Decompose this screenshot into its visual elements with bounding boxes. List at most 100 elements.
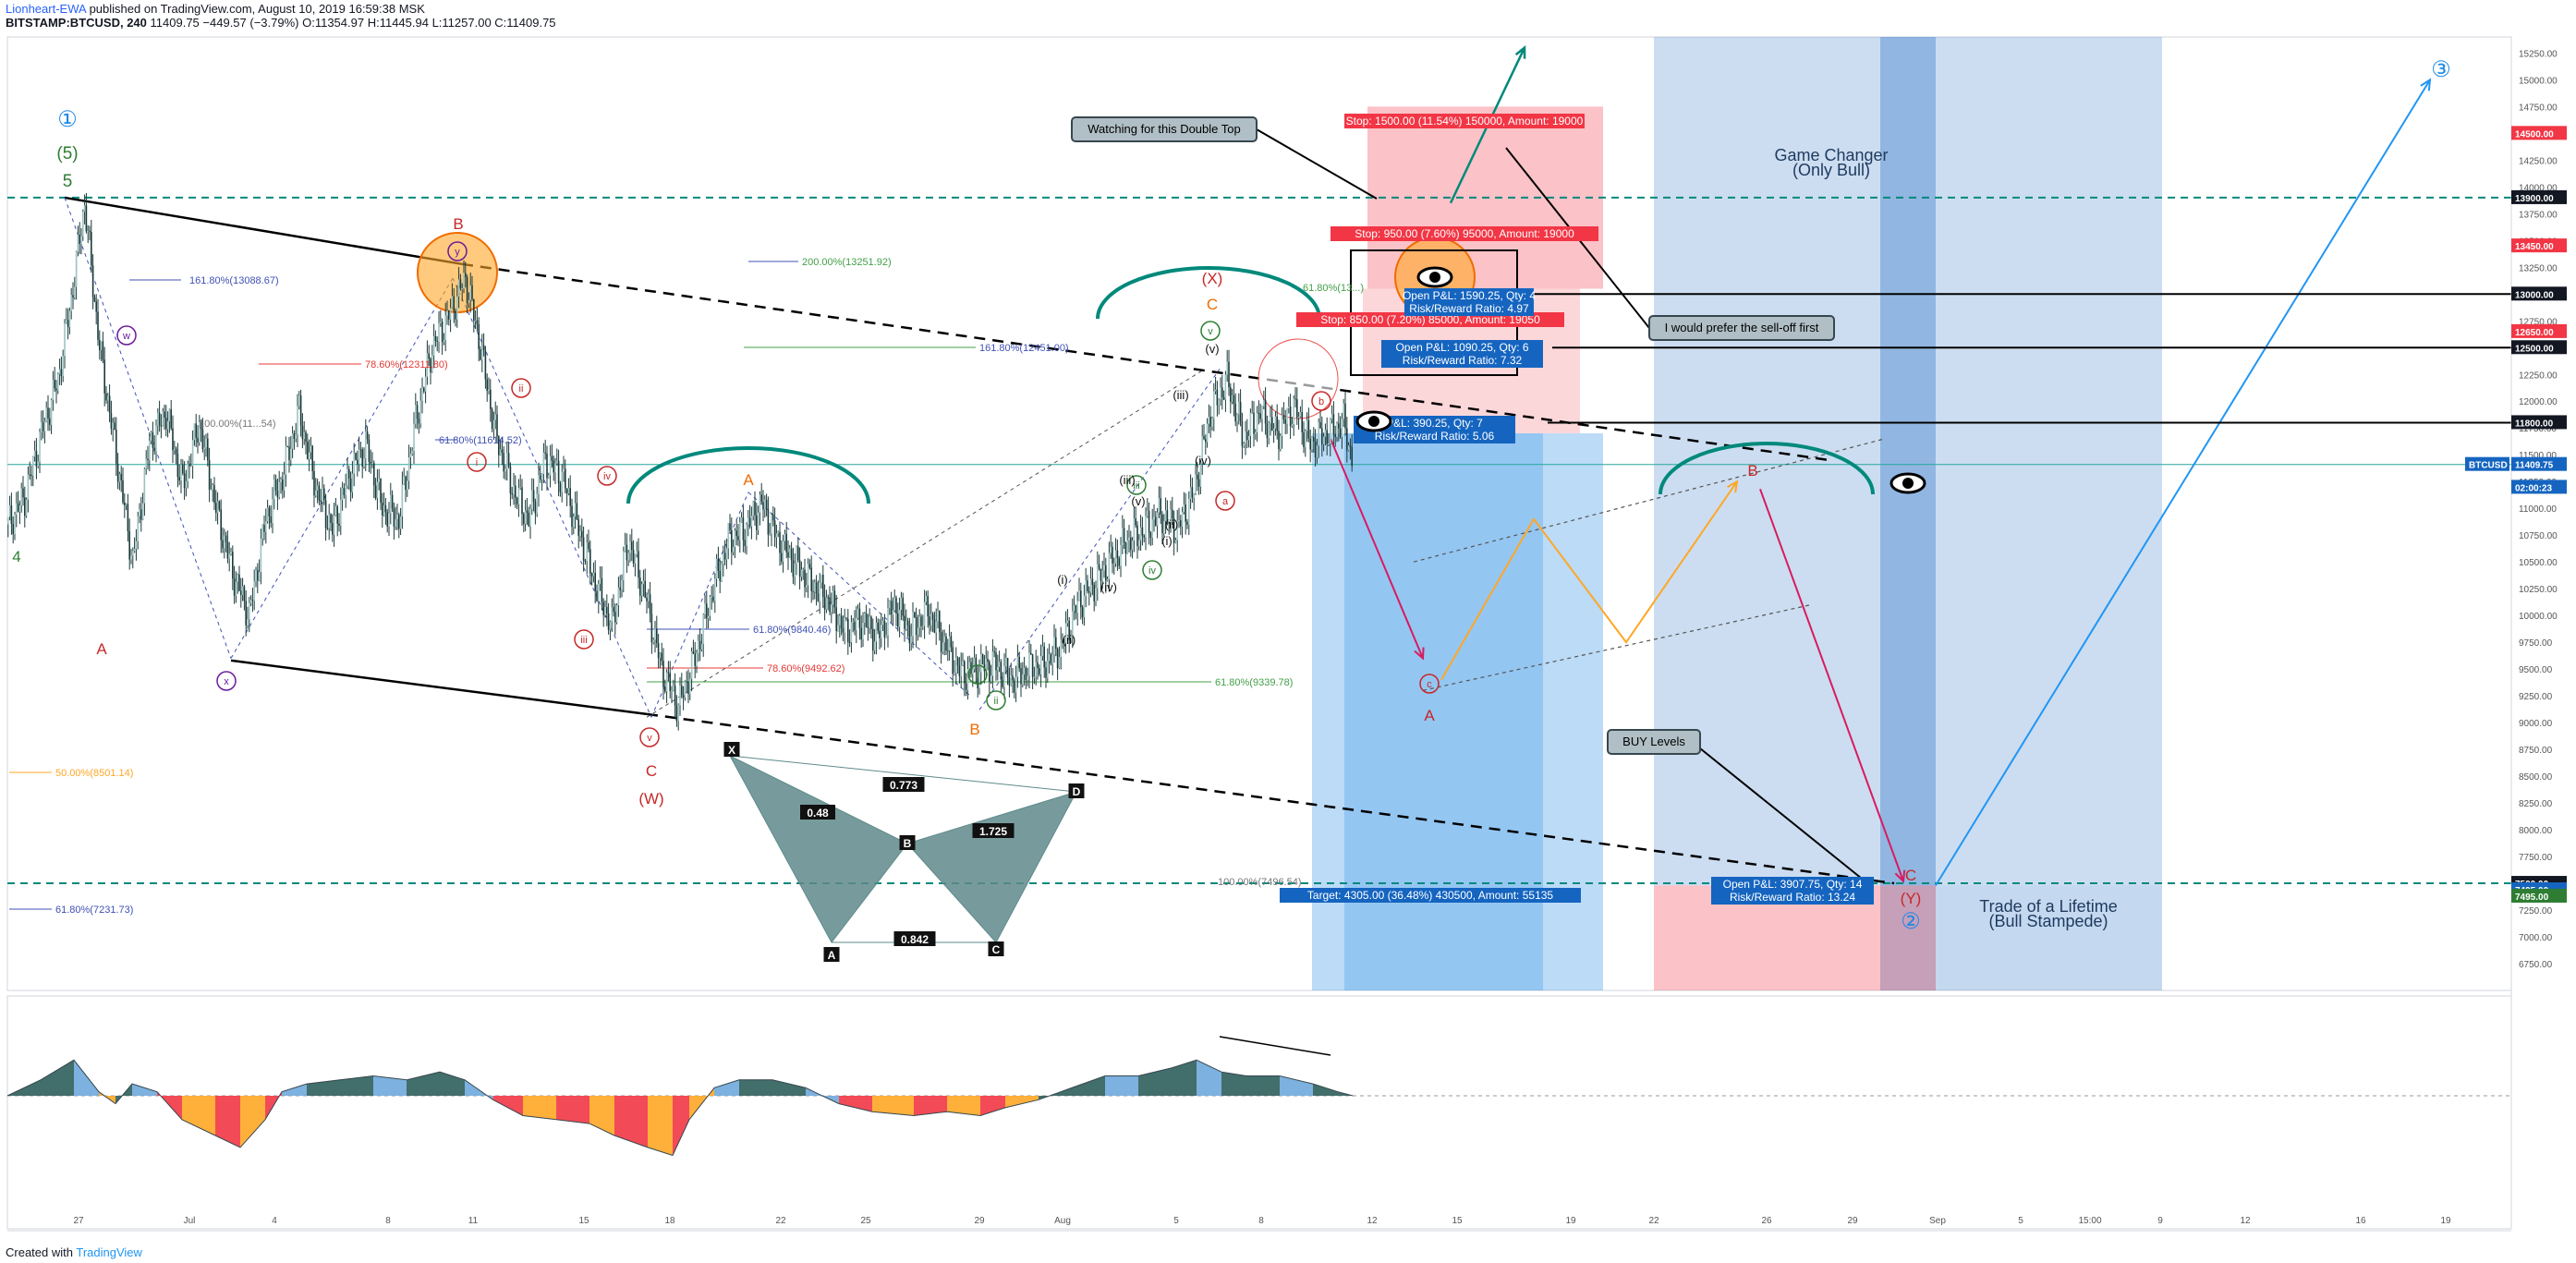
- candle-body: [473, 298, 475, 322]
- candle-body: [1228, 361, 1230, 388]
- tradingview-logo[interactable]: TradingView: [76, 1245, 142, 1259]
- candle-body: [1005, 658, 1007, 666]
- candle-body: [172, 428, 174, 451]
- wave-x-small: x: [224, 676, 229, 687]
- eye-icon-pupil: [1429, 272, 1440, 283]
- candle-body: [47, 407, 49, 419]
- candle-body: [519, 487, 521, 489]
- candle-body: [615, 605, 618, 623]
- candle-body: [260, 538, 262, 573]
- candle-body: [135, 540, 138, 550]
- published-text: published on TradingView.com, August 10,…: [89, 2, 425, 16]
- candle-body: [486, 379, 488, 391]
- candle-body: [251, 599, 254, 601]
- wave-5-paren: (5): [56, 144, 78, 164]
- candle-body: [1246, 431, 1248, 441]
- candle-body: [253, 580, 255, 601]
- candle-body: [224, 535, 225, 549]
- candle-body: [1349, 445, 1352, 447]
- candle-body: [654, 628, 656, 640]
- candle-body: [627, 553, 629, 561]
- candle-body: [769, 533, 771, 535]
- candle-body: [100, 341, 103, 351]
- wave-ii-1-ring: [511, 378, 531, 398]
- candle-body: [426, 353, 429, 377]
- candle-body: [644, 580, 646, 598]
- osc-line: [6, 1059, 1354, 1157]
- wave-v-2-ring: [1200, 321, 1221, 341]
- candle-body: [128, 530, 130, 560]
- candle-body: [822, 575, 824, 598]
- note-pointer-3: [1699, 747, 1867, 883]
- candle-body: [948, 636, 951, 651]
- candle-body: [887, 608, 889, 636]
- candle-body: [536, 493, 538, 514]
- candle-body: [183, 473, 186, 489]
- candle-body: [554, 463, 556, 473]
- candle-body: [241, 586, 244, 596]
- candle-body: [72, 295, 74, 298]
- candle-body: [7, 516, 9, 525]
- candle-body: [677, 705, 679, 722]
- candle-body: [1064, 623, 1067, 643]
- candle-body: [145, 458, 147, 469]
- candle-body: [594, 572, 596, 591]
- wave-c-1: C: [646, 762, 657, 780]
- candle-body: [1114, 550, 1117, 564]
- candle-body: [607, 613, 610, 630]
- fib-label-4: 200.00%(13251.92): [802, 257, 892, 268]
- candle-body: [523, 514, 525, 525]
- candle-body: [945, 636, 947, 651]
- candle-body: [642, 580, 645, 585]
- candle-body: [45, 407, 47, 422]
- pnl-4-line2: Risk/Reward Ratio: 13.24: [1730, 891, 1855, 904]
- candle-body: [925, 596, 928, 602]
- candle-body: [16, 503, 18, 515]
- publisher-link[interactable]: Lionheart-EWA: [6, 2, 86, 16]
- candle-body: [930, 613, 932, 625]
- candle-body: [1035, 662, 1037, 677]
- candle-body: [1256, 412, 1258, 432]
- symbol-label[interactable]: BITSTAMP:BTCUSD, 240: [6, 16, 147, 30]
- wave-iv-2: iv: [1148, 565, 1156, 577]
- price-axis[interactable]: 15250.00 15000.00 14750.00 14500.00 14250.00…: [2465, 37, 2576, 1238]
- candle-body: [41, 421, 43, 432]
- wave-b-small: b: [1318, 396, 1324, 407]
- candle-body: [1148, 511, 1150, 533]
- time-axis[interactable]: 27 Jul 4 8 11 15 18 22 25 29 Aug 5 8 12 15 19 22 26 29 Sep 5…: [7, 1216, 2511, 1232]
- candle-body: [541, 474, 543, 480]
- wave-sub-6: (iv): [1100, 580, 1117, 594]
- candle-body: [1205, 439, 1207, 443]
- candle-body: [1221, 387, 1223, 397]
- candle-body: [619, 587, 621, 590]
- candle-body: [1261, 406, 1263, 419]
- candle-body: [890, 601, 893, 615]
- candle-body: [1218, 399, 1220, 406]
- wave-w-small: w: [122, 331, 130, 342]
- candle-body: [649, 594, 651, 614]
- candle-body: [343, 487, 346, 495]
- candle-body: [365, 431, 367, 459]
- wave-x-small-ring: [216, 671, 237, 691]
- wave-a-3: A: [1424, 707, 1435, 724]
- wave-a-small: a: [1222, 496, 1229, 507]
- candle-body: [1016, 656, 1019, 677]
- candle-body: [205, 438, 207, 448]
- price-tick: 15000.00: [2519, 76, 2558, 86]
- candle-body: [1062, 639, 1063, 644]
- candle-body: [557, 460, 560, 484]
- osc-area: [307, 1079, 340, 1096]
- arc-2: [1096, 266, 1321, 320]
- candle-body: [1197, 474, 1198, 480]
- candle-body: [754, 501, 756, 516]
- osc-area: [240, 1096, 265, 1148]
- osc-area: [872, 1096, 914, 1116]
- candle-body: [715, 558, 718, 579]
- candle-body: [962, 661, 964, 666]
- osc-area: [556, 1096, 589, 1124]
- candle-body: [1113, 563, 1115, 565]
- candle-body: [1251, 412, 1253, 414]
- wave-a-2: A: [743, 471, 754, 489]
- price-tag: 11800.00: [2515, 419, 2554, 429]
